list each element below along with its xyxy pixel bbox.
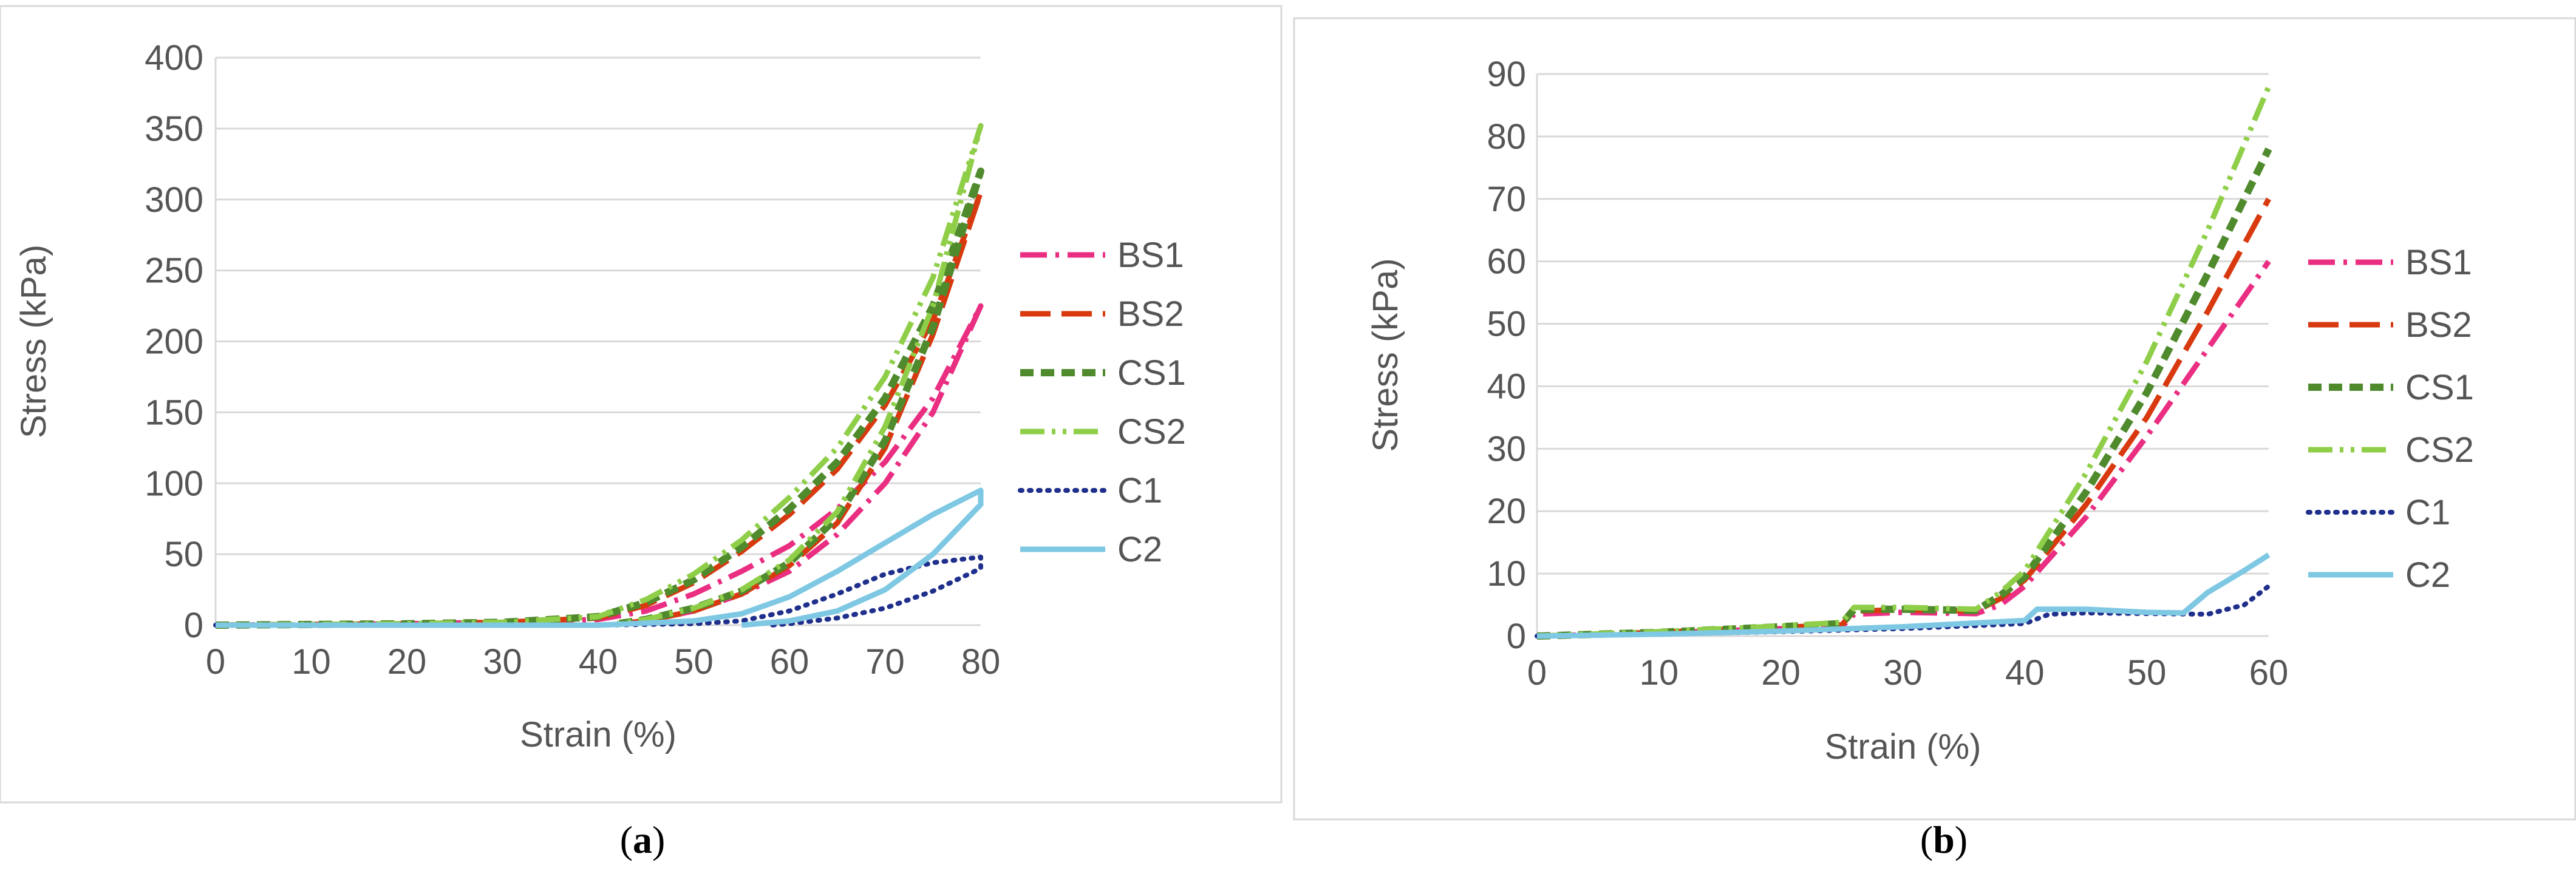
x-tick-label: 30 bbox=[1883, 653, 1923, 693]
y-tick-label: 30 bbox=[1487, 429, 1526, 469]
x-tick-label: 40 bbox=[579, 642, 618, 682]
x-tick-label: 0 bbox=[1527, 653, 1547, 693]
legend-label-bs2: BS2 bbox=[1117, 294, 1184, 334]
y-tick-label: 300 bbox=[145, 180, 203, 220]
legend-label-bs2: BS2 bbox=[2405, 305, 2472, 345]
series-line-c2 bbox=[1536, 552, 2271, 639]
legend-label-c1: C1 bbox=[1117, 471, 1162, 510]
y-tick-label: 200 bbox=[145, 322, 203, 362]
caption-close-paren: ) bbox=[1955, 818, 1968, 861]
chart-b: 0 10 20 30 40 50 60 70 80 90 0 10 20 30 40 50 60 Strain (… bbox=[1293, 17, 2576, 861]
chart-a: 0 50 100 150 200 250 300 350 400 0 10 20 30 40 50 60 70 8… bbox=[0, 5, 1283, 861]
legend-label-c2: C2 bbox=[2405, 555, 2450, 595]
y-tick-label: 250 bbox=[145, 251, 203, 291]
y-axis-title: Stress (kPa) bbox=[1366, 258, 1405, 452]
chart-frame-b bbox=[1293, 17, 2576, 821]
chart-panel-a: 0 50 100 150 200 250 300 350 400 0 10 20 30 40 50 60 70 8… bbox=[0, 5, 1283, 861]
y-tick-label: 40 bbox=[1487, 367, 1526, 406]
y-tick-label: 0 bbox=[184, 606, 203, 645]
y-tick-label: 70 bbox=[1487, 180, 1526, 219]
y-tick-label: 400 bbox=[145, 38, 203, 78]
caption-letter: b bbox=[1933, 818, 1955, 861]
x-tick-label: 60 bbox=[2249, 653, 2289, 693]
series-line-bs2 bbox=[1536, 197, 2271, 639]
y-tick-label: 80 bbox=[1487, 117, 1526, 157]
y-tick-label: 150 bbox=[145, 393, 203, 432]
caption-open-paren: ( bbox=[1920, 818, 1933, 861]
caption-close-paren: ) bbox=[652, 818, 665, 861]
y-tick-label: 60 bbox=[1487, 242, 1526, 282]
y-tick-label: 10 bbox=[1487, 554, 1526, 594]
x-tick-label: 50 bbox=[2127, 653, 2167, 693]
x-tick-label: 40 bbox=[2005, 653, 2045, 693]
legend-label-cs2: CS2 bbox=[2405, 430, 2474, 470]
series-line-c1 bbox=[213, 554, 983, 628]
y-axis-title: Stress (kPa) bbox=[14, 245, 53, 438]
caption-open-paren: ( bbox=[620, 818, 633, 861]
x-tick-label: 0 bbox=[206, 642, 225, 682]
y-tick-label: 100 bbox=[145, 464, 203, 503]
legend-label-bs1: BS1 bbox=[1117, 235, 1184, 275]
x-tick-label: 20 bbox=[387, 642, 427, 682]
series-line-cs2 bbox=[1536, 85, 2272, 639]
caption-letter: a bbox=[633, 818, 652, 861]
x-tick-label: 10 bbox=[291, 642, 331, 682]
x-tick-label: 20 bbox=[1761, 653, 1801, 693]
legend-label-c2: C2 bbox=[1117, 530, 1162, 569]
series-line-cs2 bbox=[215, 123, 984, 628]
x-axis-title: Strain (%) bbox=[1825, 727, 1981, 767]
y-tick-label: 50 bbox=[1487, 305, 1526, 344]
y-tick-label: 350 bbox=[145, 109, 203, 149]
series-line-c2 bbox=[216, 487, 984, 628]
y-tick-label: 90 bbox=[1487, 55, 1526, 94]
chart-panel-b: 0 10 20 30 40 50 60 70 80 90 0 10 20 30 40 50 60 Strain (… bbox=[1288, 0, 2576, 874]
legend-label-bs1: BS1 bbox=[2405, 243, 2472, 282]
x-axis-title: Strain (%) bbox=[520, 715, 676, 754]
x-tick-label: 80 bbox=[961, 642, 1001, 682]
legend-label-cs2: CS2 bbox=[1117, 412, 1186, 452]
x-tick-label: 30 bbox=[483, 642, 522, 682]
x-tick-label: 10 bbox=[1640, 653, 1679, 693]
y-tick-label: 50 bbox=[164, 535, 203, 574]
legend-label-c1: C1 bbox=[2405, 493, 2450, 532]
panel-caption-a: (a) bbox=[620, 818, 666, 861]
y-tick-label: 20 bbox=[1487, 492, 1526, 531]
x-tick-label: 50 bbox=[674, 642, 714, 682]
x-tick-label: 70 bbox=[865, 642, 905, 682]
y-tick-label: 0 bbox=[1507, 617, 1526, 656]
chart-frame-a bbox=[0, 5, 1283, 804]
panel-caption-b: (b) bbox=[1920, 818, 1968, 861]
x-tick-label: 60 bbox=[770, 642, 809, 682]
legend-label-cs1: CS1 bbox=[2405, 368, 2474, 407]
legend-label-cs1: CS1 bbox=[1117, 353, 1186, 393]
